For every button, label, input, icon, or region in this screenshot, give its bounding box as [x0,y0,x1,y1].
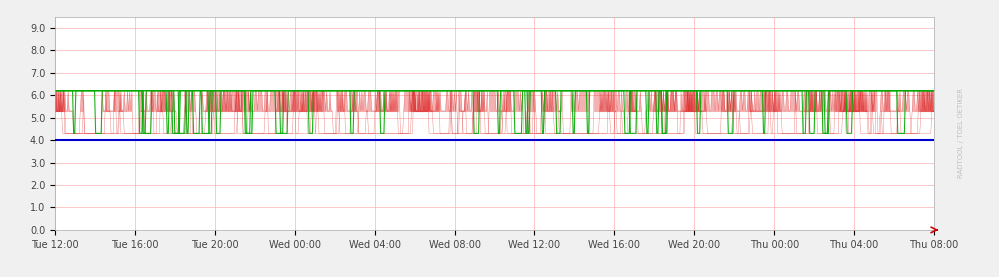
Text: RADTOOL / TOEL OETIKER: RADTOOL / TOEL OETIKER [958,88,964,178]
